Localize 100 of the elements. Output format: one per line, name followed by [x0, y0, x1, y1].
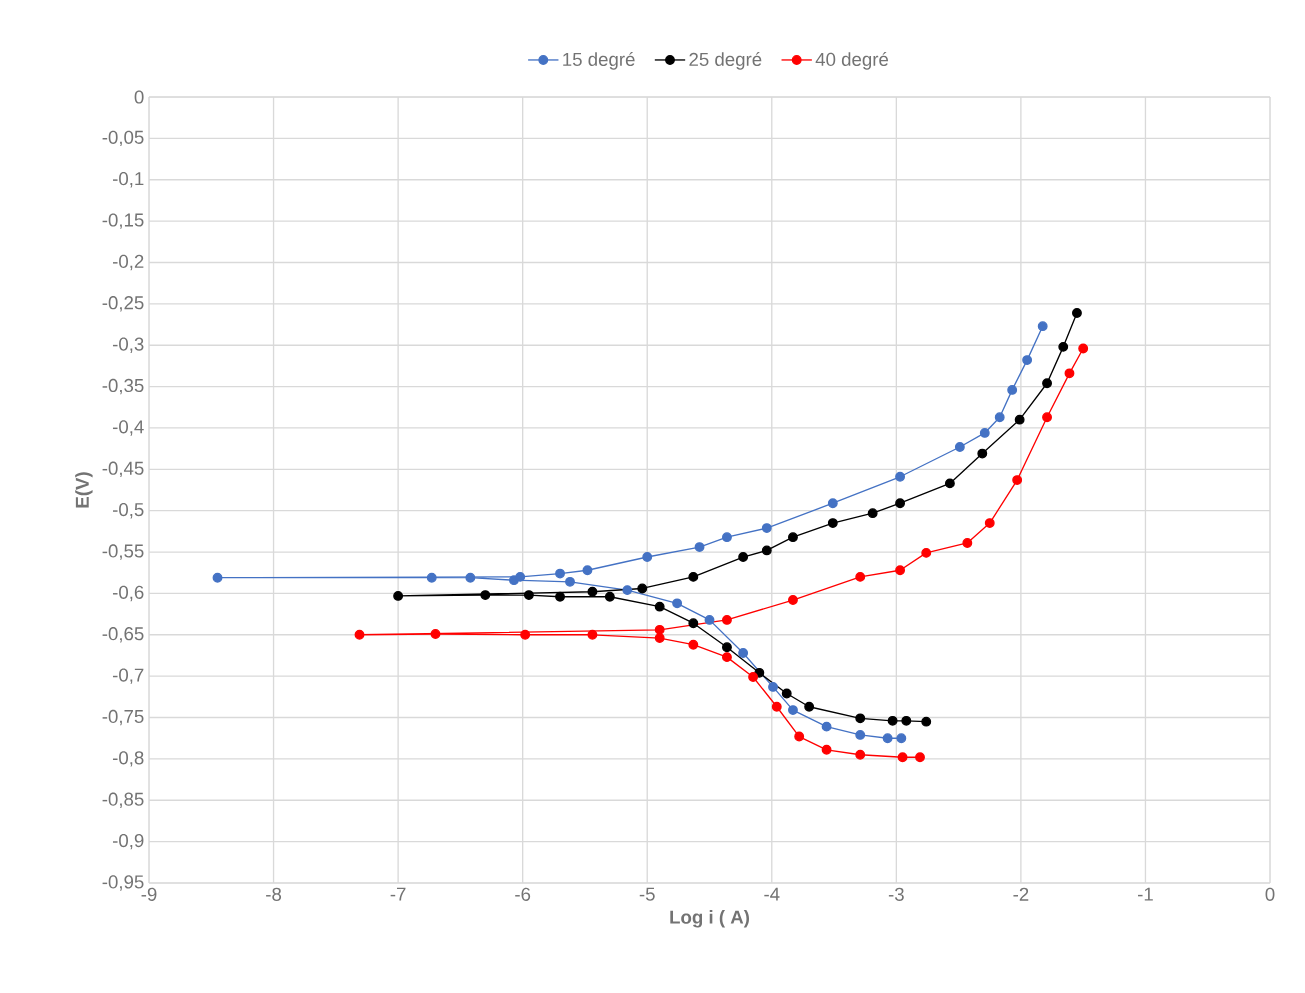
point — [515, 571, 526, 582]
point — [921, 716, 932, 727]
point — [1042, 412, 1052, 423]
y-tick-label: -0,3 — [112, 337, 144, 353]
point — [855, 571, 866, 582]
point — [994, 412, 1005, 423]
point — [781, 688, 792, 699]
y-tick-label: -0,55 — [102, 544, 144, 560]
point — [901, 715, 912, 726]
point — [587, 629, 598, 640]
point — [738, 552, 749, 562]
y-tick-label: -0,5 — [112, 502, 144, 519]
point — [1022, 355, 1033, 366]
x-tick-label: -4 — [764, 887, 780, 901]
point — [771, 701, 782, 712]
point — [654, 601, 665, 612]
point — [761, 545, 772, 556]
point — [921, 547, 932, 558]
point — [855, 713, 866, 724]
point — [555, 591, 565, 602]
x-axis-title: Log i ( A) — [670, 910, 750, 928]
legend-label: 25 degré — [689, 52, 762, 70]
point — [1014, 414, 1025, 425]
point — [480, 590, 491, 601]
point — [622, 585, 633, 596]
y-tick-label: -0,1 — [112, 172, 144, 188]
x-tick-label: 0 — [1265, 887, 1275, 901]
point — [520, 629, 531, 640]
point — [1064, 368, 1075, 379]
x-tick-label: -2 — [1013, 887, 1029, 901]
point — [1012, 475, 1023, 486]
point — [393, 590, 404, 601]
point — [354, 629, 365, 640]
x-tick-label: -8 — [266, 887, 282, 901]
point — [821, 721, 832, 732]
point — [604, 591, 615, 602]
point — [895, 565, 906, 576]
y-tick-label: -0,65 — [102, 627, 144, 643]
point — [565, 576, 575, 587]
y-tick-label: -0,7 — [112, 668, 144, 684]
point — [761, 523, 772, 533]
point — [855, 749, 866, 760]
point — [867, 508, 878, 519]
point — [722, 652, 732, 663]
point — [430, 629, 441, 639]
point — [954, 442, 965, 452]
point — [426, 572, 437, 583]
point — [794, 731, 805, 742]
y-tick-label: -0,45 — [102, 461, 144, 478]
point — [654, 633, 665, 644]
point — [788, 705, 798, 716]
point — [738, 648, 749, 658]
x-tick-label: -1 — [1137, 887, 1153, 901]
point — [855, 729, 866, 740]
point — [962, 538, 973, 548]
legend-label: 15 degré — [563, 52, 635, 70]
point — [465, 572, 476, 583]
point — [804, 701, 815, 712]
point — [672, 598, 683, 609]
point — [722, 642, 732, 653]
y-tick-label: -0,4 — [112, 420, 144, 436]
point — [1058, 341, 1069, 352]
point — [704, 614, 715, 625]
y-tick-label: -0,8 — [112, 751, 144, 767]
y-tick-label: 0 — [134, 90, 144, 104]
point — [979, 427, 990, 438]
point — [637, 583, 648, 594]
point — [212, 572, 223, 583]
point — [944, 478, 955, 489]
point — [821, 744, 832, 755]
point — [788, 595, 798, 605]
legend-label: 40 degré — [815, 52, 889, 70]
point — [587, 586, 598, 597]
point — [895, 498, 906, 509]
x-tick-label: -5 — [639, 887, 655, 901]
point — [1072, 308, 1082, 318]
point — [642, 552, 653, 562]
point — [977, 448, 988, 459]
y-tick-label: -0,6 — [112, 585, 144, 602]
y-tick-label: -0,35 — [102, 378, 144, 395]
x-tick-label: -7 — [390, 887, 406, 901]
y-tick-label: -0,05 — [102, 130, 144, 147]
point — [915, 752, 925, 763]
y-tick-label: -0,2 — [112, 254, 144, 271]
point — [688, 618, 699, 629]
point — [768, 681, 778, 692]
point — [896, 733, 907, 744]
point — [523, 590, 534, 601]
y-tick-label: -0,75 — [102, 709, 144, 726]
point — [827, 498, 838, 509]
point — [694, 542, 705, 553]
y-tick-label: -0,25 — [102, 296, 144, 312]
point — [688, 639, 699, 650]
point — [722, 532, 732, 543]
point — [788, 532, 798, 543]
point — [688, 571, 699, 582]
point — [827, 518, 838, 529]
point — [1037, 321, 1048, 332]
point — [654, 624, 665, 635]
x-tick-label: -3 — [888, 887, 904, 901]
